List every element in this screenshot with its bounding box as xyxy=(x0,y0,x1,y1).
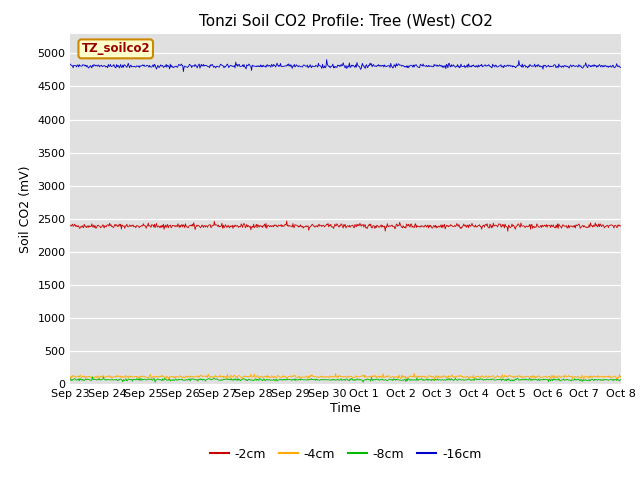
-2cm xyxy=(387,223,395,229)
-16cm xyxy=(323,57,330,62)
Text: TZ_soilco2: TZ_soilco2 xyxy=(81,42,150,55)
-2cm xyxy=(283,218,291,224)
-8cm xyxy=(402,379,410,384)
-8cm xyxy=(67,376,74,382)
-4cm xyxy=(386,374,394,380)
-16cm xyxy=(67,61,74,67)
-4cm xyxy=(401,374,408,380)
-4cm xyxy=(541,374,549,380)
Line: -16cm: -16cm xyxy=(70,60,621,72)
-8cm xyxy=(542,377,550,383)
Line: -4cm: -4cm xyxy=(70,373,621,381)
Line: -8cm: -8cm xyxy=(70,377,621,382)
-2cm xyxy=(418,223,426,228)
Legend: -2cm, -4cm, -8cm, -16cm: -2cm, -4cm, -8cm, -16cm xyxy=(205,443,486,466)
-16cm xyxy=(180,69,188,74)
-4cm xyxy=(100,374,108,380)
-16cm xyxy=(388,63,396,69)
-8cm xyxy=(151,379,159,385)
-4cm xyxy=(484,374,492,380)
-2cm xyxy=(504,228,511,234)
-16cm xyxy=(617,64,625,70)
-8cm xyxy=(485,376,493,382)
-4cm xyxy=(418,375,426,381)
-8cm xyxy=(617,377,625,383)
-4cm xyxy=(580,378,588,384)
X-axis label: Time: Time xyxy=(330,402,361,415)
-2cm xyxy=(542,224,550,229)
-4cm xyxy=(410,371,418,376)
-8cm xyxy=(419,377,426,383)
-16cm xyxy=(100,63,108,69)
-2cm xyxy=(617,223,625,229)
-16cm xyxy=(485,62,493,68)
Line: -2cm: -2cm xyxy=(70,221,621,231)
-4cm xyxy=(617,373,625,379)
-8cm xyxy=(101,377,109,383)
Title: Tonzi Soil CO2 Profile: Tree (West) CO2: Tonzi Soil CO2 Profile: Tree (West) CO2 xyxy=(198,13,493,28)
-8cm xyxy=(88,374,96,380)
-16cm xyxy=(402,64,410,70)
-8cm xyxy=(388,377,396,383)
-16cm xyxy=(419,63,426,69)
-2cm xyxy=(401,224,409,229)
-2cm xyxy=(67,223,74,228)
Y-axis label: Soil CO2 (mV): Soil CO2 (mV) xyxy=(19,165,32,252)
-2cm xyxy=(100,225,108,231)
-2cm xyxy=(484,225,492,230)
-4cm xyxy=(67,375,74,381)
-16cm xyxy=(542,63,550,69)
